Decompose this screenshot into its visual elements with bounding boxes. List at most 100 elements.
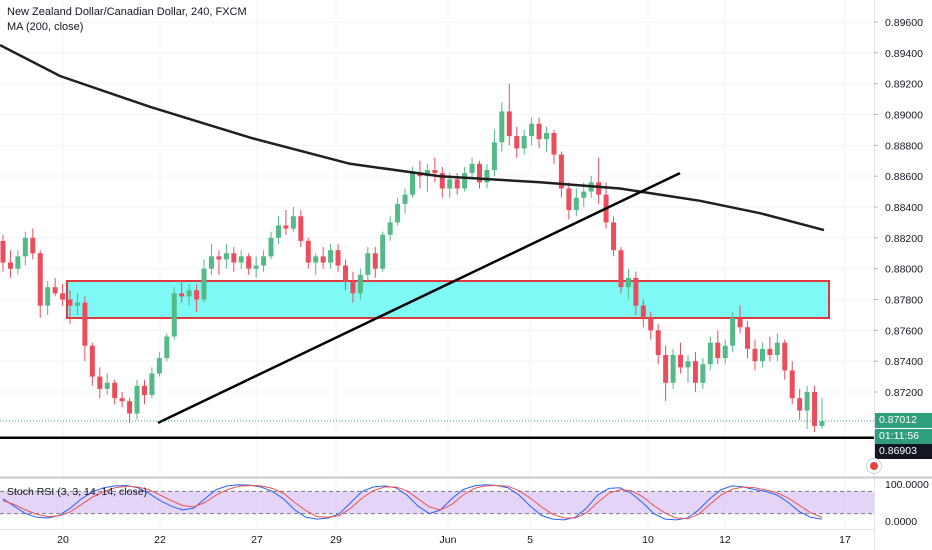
price-axis-label: 0.88000 (885, 264, 923, 276)
candle-up (22, 237, 28, 257)
time-axis-label: 17 (839, 534, 851, 546)
candle-down (194, 290, 200, 300)
line-price-tag: 0.86903 (879, 445, 917, 457)
candle-down (648, 318, 654, 331)
candle-up (759, 348, 765, 362)
candle-up (149, 373, 155, 396)
candle-down (342, 265, 348, 281)
candle-down (678, 355, 684, 368)
candle-down (558, 154, 564, 189)
price-axis-label: 0.88200 (885, 233, 923, 245)
price-axis-label: 0.88600 (885, 171, 923, 183)
time-axis-label: 22 (154, 534, 166, 546)
candle-down (782, 342, 788, 371)
candle-down (283, 225, 289, 229)
candle-down (372, 253, 378, 269)
candle-up (544, 133, 550, 140)
candle-down (67, 299, 73, 306)
candle-down (246, 256, 252, 269)
price-axis-label: 0.88400 (885, 202, 923, 214)
candle-up (328, 250, 334, 263)
candle-up (700, 364, 706, 383)
current-price-tag-bg (875, 413, 932, 428)
candle-up (499, 111, 505, 143)
countdown-tag: 01:11:56 (879, 430, 920, 442)
sr-zone-box[interactable] (66, 280, 830, 319)
stoch-axis-label: 0.0000 (885, 516, 917, 528)
stoch-rsi-label[interactable]: Stoch RSI (3, 3, 14, 14, close) (7, 486, 148, 498)
candle-up (581, 191, 587, 198)
candle-down (37, 253, 43, 306)
candle-down (179, 293, 185, 297)
candle-up (268, 237, 274, 257)
candle-down (7, 262, 13, 269)
ma-indicator-label[interactable]: MA (200, close) (7, 21, 84, 33)
candle-up (15, 256, 21, 269)
candle-up (424, 170, 430, 177)
candle-up (469, 163, 475, 174)
candle-down (506, 111, 512, 137)
candle-up (208, 256, 214, 269)
time-axis-label: 20 (57, 534, 69, 546)
trendline[interactable] (157, 171, 681, 424)
chart-title: New Zealand Dollar/Canadian Dollar, 240,… (7, 6, 247, 18)
candle-down (514, 136, 520, 149)
candle-down (596, 182, 602, 195)
candle-up (134, 385, 140, 414)
candle-down (231, 253, 237, 263)
time-axis-label: 12 (719, 534, 731, 546)
candle-down (692, 361, 698, 383)
candle-up (402, 194, 408, 204)
chart-settings-icon[interactable] (866, 458, 882, 474)
candle-up (685, 361, 691, 368)
time-axis-label: 10 (642, 534, 654, 546)
candle-up (722, 345, 728, 359)
candle-down (216, 256, 222, 260)
candle-down (335, 250, 341, 266)
candle-down (618, 250, 624, 288)
ma200-line[interactable] (0, 43, 825, 232)
time-axis-label: 29 (330, 534, 342, 546)
candle-up (238, 256, 244, 263)
candle-up (380, 234, 386, 269)
candle-up (104, 382, 110, 389)
candle-down (52, 287, 58, 294)
candle-down (97, 376, 103, 389)
candle-down (633, 277, 639, 306)
candle-down (812, 392, 818, 426)
stoch-band (0, 491, 874, 514)
candle-up (625, 277, 631, 288)
candle-up (447, 179, 453, 189)
candle-up (670, 355, 676, 383)
candle-up (156, 358, 162, 374)
candle-down (655, 330, 661, 355)
line-price-tag-bg (875, 444, 932, 459)
candle-down (737, 318, 743, 328)
stoch-axis-label: 100.0000 (885, 479, 929, 491)
candle-down (551, 133, 557, 155)
candle-down (752, 348, 758, 362)
time-axis-label: Jun (440, 534, 457, 546)
candle-up (223, 253, 229, 260)
candle-down (298, 216, 304, 241)
candle-down (715, 342, 721, 359)
candle-up (164, 336, 170, 359)
price-axis-label: 0.89200 (885, 79, 923, 91)
candle-up (462, 173, 468, 189)
candle-down (119, 398, 125, 402)
price-axis-label: 0.87400 (885, 356, 923, 368)
candle-up (387, 222, 393, 235)
price-axis-label: 0.87200 (885, 387, 923, 399)
candle-up (573, 197, 579, 211)
candle-up (201, 268, 207, 300)
candle-up (275, 225, 281, 238)
candle-up (707, 342, 713, 365)
current-price-tag: 0.87012 (879, 414, 917, 426)
candle-down (60, 293, 66, 300)
candle-up (186, 290, 192, 297)
candle-up (253, 265, 259, 269)
candle-down (536, 123, 542, 140)
candle-up (804, 392, 810, 411)
stoch-d-line (2, 484, 823, 520)
